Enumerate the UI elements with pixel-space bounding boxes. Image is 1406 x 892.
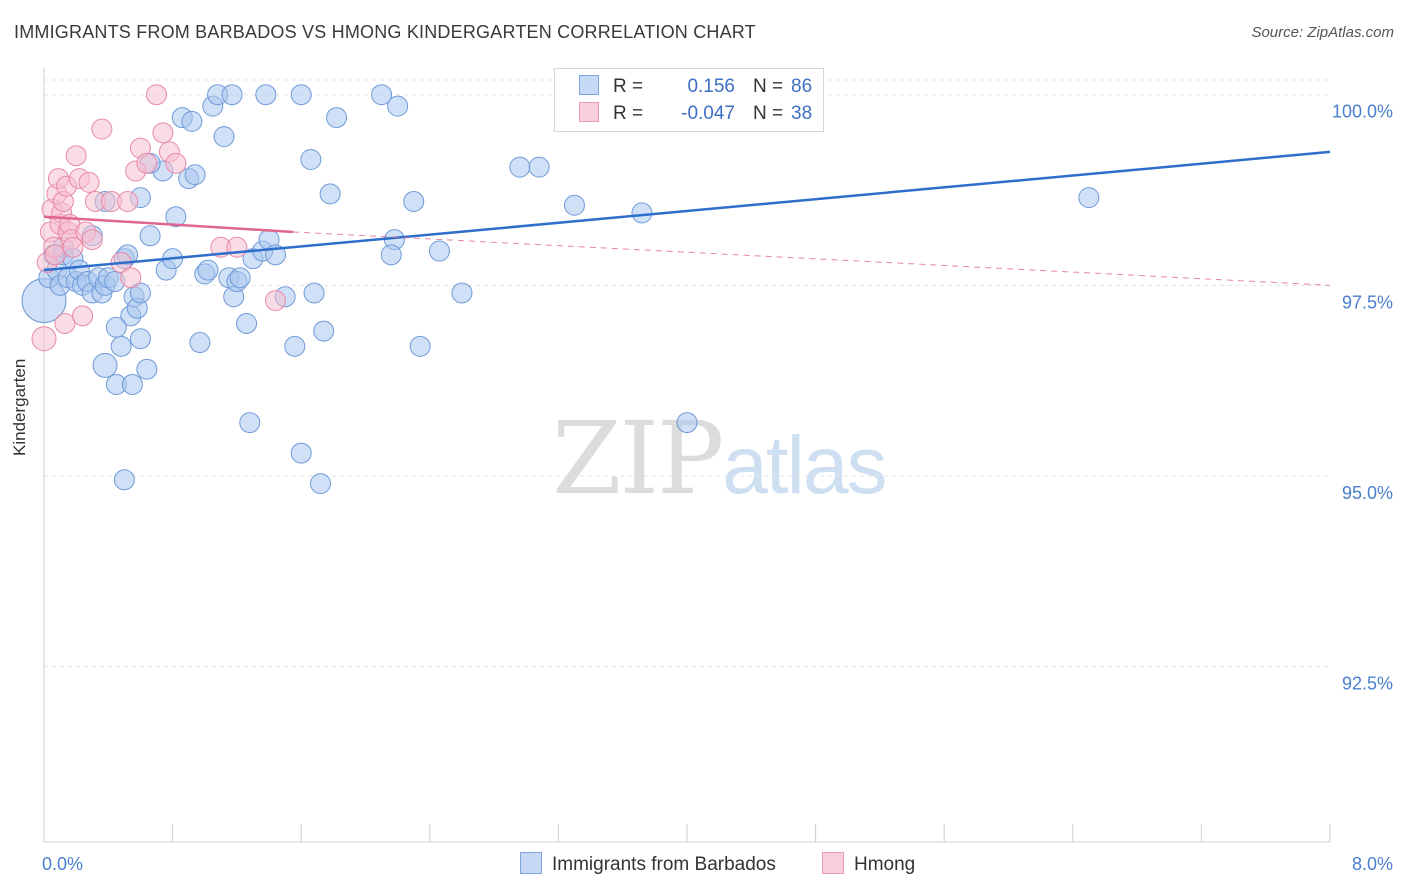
y-tick-label: 97.5% bbox=[1342, 292, 1393, 312]
series-barbados-points bbox=[21, 84, 1100, 495]
y-tick-label: 92.5% bbox=[1342, 674, 1393, 694]
barbados-point bbox=[451, 282, 473, 304]
watermark-atlas: atlas bbox=[722, 420, 887, 511]
barbados-point bbox=[121, 373, 143, 395]
legend-item-barbados: Immigrants from Barbados bbox=[520, 852, 776, 876]
hmong-point bbox=[65, 145, 87, 167]
legend-label-hmong: Hmong bbox=[854, 854, 916, 875]
barbados-point bbox=[236, 312, 258, 334]
legend-r-value: 0.156 bbox=[687, 76, 735, 97]
barbados-point bbox=[1078, 187, 1100, 209]
barbados-point bbox=[313, 320, 335, 342]
hmong-point bbox=[72, 305, 94, 327]
barbados-point bbox=[676, 412, 698, 434]
barbados-point bbox=[403, 190, 425, 212]
barbados-point bbox=[239, 412, 261, 434]
legend-n-value: 38 bbox=[791, 103, 813, 124]
barbados-point bbox=[197, 259, 219, 281]
y-tick-label: 100.0% bbox=[1332, 102, 1393, 122]
legend-n-value: 86 bbox=[791, 76, 813, 97]
legend-label-barbados: Immigrants from Barbados bbox=[552, 854, 776, 875]
hmong-point bbox=[54, 312, 76, 334]
barbados-point bbox=[129, 282, 151, 304]
barbados-point bbox=[181, 110, 203, 132]
barbados-point bbox=[509, 156, 531, 178]
axes bbox=[43, 68, 1331, 843]
barbados-point bbox=[326, 107, 348, 129]
hmong-trend-extension bbox=[293, 231, 1331, 286]
barbados-point bbox=[213, 126, 235, 148]
barbados-point bbox=[105, 316, 127, 338]
hmong-point bbox=[81, 229, 103, 251]
barbados-point bbox=[255, 84, 277, 106]
barbados-point bbox=[284, 335, 306, 357]
barbados-point bbox=[129, 328, 151, 350]
barbados-point bbox=[221, 84, 243, 106]
chart-title: IMMIGRANTS FROM BARBADOS VS HMONG KINDER… bbox=[14, 22, 756, 42]
hmong-point bbox=[91, 118, 113, 140]
barbados-point bbox=[409, 335, 431, 357]
hmong-point bbox=[152, 122, 174, 144]
barbados-point bbox=[309, 473, 331, 495]
hmong-point bbox=[136, 152, 158, 174]
barbados-point bbox=[92, 352, 118, 378]
x-tick-label-min: 0.0% bbox=[42, 854, 83, 874]
barbados-point bbox=[113, 469, 135, 491]
legend-row-barbados: R = 0.156 N = 86 bbox=[579, 75, 812, 99]
legend-n-label: N = bbox=[753, 103, 784, 124]
hmong-point bbox=[146, 84, 168, 106]
barbados-point bbox=[290, 442, 312, 464]
legend-r-label: R = bbox=[613, 76, 644, 97]
barbados-point bbox=[631, 202, 653, 224]
gridlines bbox=[44, 79, 1330, 668]
correlation-legend: R = 0.156 N = 86 R = -0.047 N = 38 bbox=[554, 68, 824, 132]
barbados-point bbox=[528, 156, 550, 178]
barbados-point bbox=[136, 358, 158, 380]
hmong-point bbox=[44, 244, 66, 266]
legend-item-hmong: Hmong bbox=[822, 852, 915, 876]
hmong-point bbox=[120, 267, 142, 289]
y-axis-label: Kindergarten bbox=[10, 358, 29, 456]
barbados-point bbox=[303, 282, 325, 304]
legend-row-hmong: R = -0.047 N = 38 bbox=[579, 102, 812, 126]
barbados-point bbox=[387, 95, 409, 117]
legend-n-label: N = bbox=[753, 76, 784, 97]
x-tick-label-max: 8.0% bbox=[1352, 854, 1393, 874]
hmong-point bbox=[31, 326, 57, 352]
barbados-point bbox=[110, 335, 132, 357]
hmong-point bbox=[62, 236, 84, 258]
barbados-point bbox=[189, 332, 211, 354]
barbados-point bbox=[184, 164, 206, 186]
legend-r-value: -0.047 bbox=[681, 103, 735, 124]
barbados-point bbox=[428, 240, 450, 262]
barbados-point bbox=[229, 267, 251, 289]
hmong-point bbox=[78, 171, 100, 193]
barbados-point bbox=[563, 194, 585, 216]
hmong-trend-line bbox=[43, 215, 294, 234]
legend-swatch-blue bbox=[520, 852, 542, 874]
legend-swatch-blue bbox=[579, 75, 599, 95]
barbados-point bbox=[319, 183, 341, 205]
barbados-trend-line bbox=[43, 150, 1331, 272]
hmong-point bbox=[264, 290, 286, 312]
legend-swatch-pink bbox=[579, 102, 599, 122]
hmong-point bbox=[165, 152, 187, 174]
barbados-point bbox=[290, 84, 312, 106]
barbados-point bbox=[139, 225, 161, 247]
barbados-point bbox=[165, 206, 187, 228]
barbados-point bbox=[380, 244, 402, 266]
series-hmong-points bbox=[31, 84, 286, 352]
y-tick-label: 95.0% bbox=[1342, 483, 1393, 503]
legend-swatch-pink bbox=[822, 852, 844, 874]
legend-r-label: R = bbox=[613, 103, 644, 124]
tick-labels: 92.5% 95.0% 97.5% 100.0% 0.0% 8.0% bbox=[42, 102, 1393, 874]
hmong-point bbox=[117, 190, 139, 212]
trend-lines bbox=[43, 150, 1331, 286]
source-credit: Source: ZipAtlas.com bbox=[1251, 24, 1394, 41]
barbados-point bbox=[300, 149, 322, 171]
barbados-point bbox=[371, 84, 393, 106]
